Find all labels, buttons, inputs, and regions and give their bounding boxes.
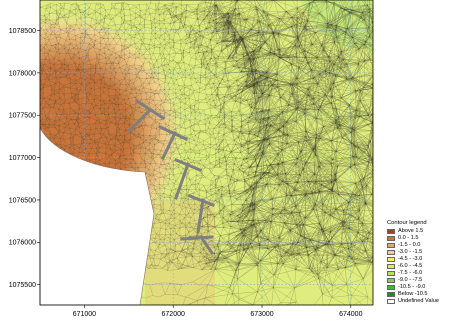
groyne-2 <box>158 125 188 141</box>
y-tick-label: 1077000 <box>9 155 36 162</box>
plot-frame <box>39 0 374 306</box>
x-tick-label: 673000 <box>250 311 273 318</box>
y-axis: 1078500 1078000 1077500 1077000 1076500 10760… <box>9 28 40 289</box>
legend-label: Below -10.5 <box>398 291 428 297</box>
groyne-4-stem <box>196 198 205 234</box>
legend-label: -7.5 - -6.0 <box>398 270 423 276</box>
legend-label: -1.5 - 0.0 <box>398 242 421 248</box>
y-tick-label: 1076500 <box>9 197 36 204</box>
legend-rows: Above 1.5 0.0 - 1.5 -1.5 - 0.0 -3.0 - -1.5-… <box>387 228 453 305</box>
legend-item: -3.0 - -1.5 <box>387 249 453 256</box>
legend-title: Contour legend <box>387 220 427 226</box>
legend-item: -10.5 - -9.0 <box>387 284 453 291</box>
groyne-5 <box>180 235 214 241</box>
legend-item: 0.0 - 1.5 <box>387 235 453 242</box>
x-tick-label: 674000 <box>339 311 362 318</box>
x-tick-label: 672000 <box>162 311 185 318</box>
legend-swatch <box>387 292 395 297</box>
legend-item: Undefined Value <box>387 298 453 305</box>
groyne-3-stem <box>174 162 190 200</box>
legend-swatch <box>387 229 395 234</box>
legend-item: -4.5 - -3.0 <box>387 256 453 263</box>
groyne-structures <box>126 98 215 256</box>
y-tick-label: 1076000 <box>9 240 36 247</box>
legend-label: 0.0 - 1.5 <box>398 235 419 241</box>
legend-label: -3.0 - -1.5 <box>398 249 423 255</box>
x-axis: 671000 672000 673000 674000 <box>73 305 363 318</box>
y-tick-label: 1077500 <box>9 113 36 120</box>
y-tick-label: 1075500 <box>9 282 36 289</box>
legend-item: -1.5 - 0.0 <box>387 242 453 249</box>
x-tick-label: 671000 <box>73 311 96 318</box>
y-tick-label: 1078500 <box>9 28 36 35</box>
groyne-2-stem <box>160 130 178 161</box>
legend-swatch <box>387 250 395 255</box>
legend-item: -6.0 - -4.5 <box>387 263 453 270</box>
y-tick-label: 1078000 <box>9 70 36 77</box>
legend-label: -10.5 - -9.0 <box>398 284 426 290</box>
legend-label: Undefined Value <box>398 298 439 304</box>
legend-item: -9.0 - -7.5 <box>387 277 453 284</box>
legend-swatch <box>387 264 395 269</box>
legend-item: -7.5 - -6.0 <box>387 270 453 277</box>
legend-label: -6.0 - -4.5 <box>398 263 423 269</box>
legend-swatch <box>387 236 395 241</box>
legend-swatch <box>387 257 395 262</box>
groyne-1-stem <box>126 108 152 134</box>
contour-legend: Contour legend Above 1.5 0.0 - 1.5 -1.5 - … <box>387 220 453 305</box>
legend-label: -9.0 - -7.5 <box>398 277 423 283</box>
legend-label: -4.5 - -3.0 <box>398 256 423 262</box>
legend-swatch <box>387 271 395 276</box>
legend-item: Above 1.5 <box>387 228 453 235</box>
legend-swatch <box>387 278 395 283</box>
grid-lines <box>40 0 373 305</box>
groyne-1 <box>134 98 166 121</box>
legend-swatch <box>387 299 395 304</box>
land-area <box>39 127 155 306</box>
legend-item: Below -10.5 <box>387 291 453 298</box>
legend-swatch <box>387 285 395 290</box>
legend-swatch <box>387 243 395 248</box>
groyne-5-stem <box>198 234 215 256</box>
legend-label: Above 1.5 <box>398 228 424 234</box>
